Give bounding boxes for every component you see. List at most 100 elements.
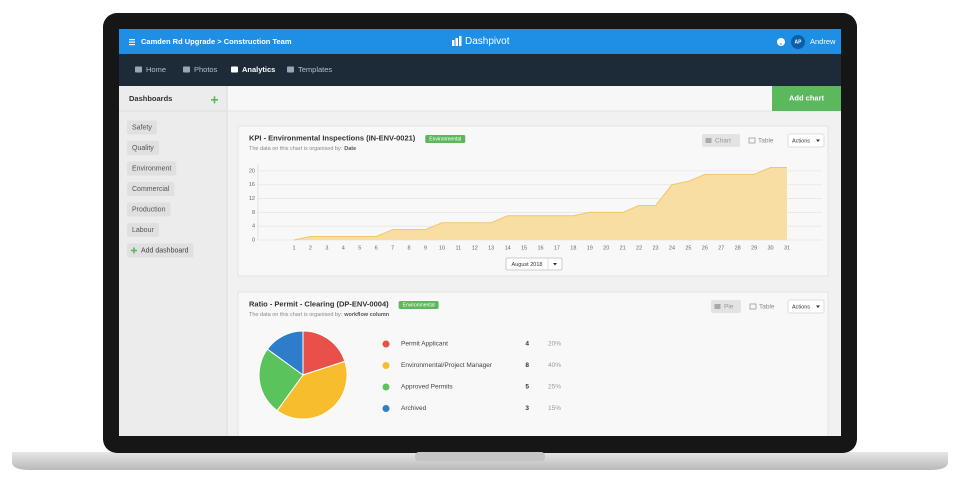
add-chart-label[interactable]: Add chart bbox=[789, 93, 825, 102]
help-icon[interactable] bbox=[777, 38, 785, 46]
x-tick-label: 7 bbox=[391, 245, 394, 251]
user-name[interactable]: Andrew bbox=[810, 37, 836, 46]
x-tick-label: 5 bbox=[358, 245, 361, 251]
dashboard-item[interactable]: Environment bbox=[132, 165, 171, 172]
y-tick-label: 16 bbox=[249, 182, 255, 188]
legend-dot bbox=[382, 362, 390, 369]
x-tick-label: 25 bbox=[685, 245, 691, 251]
x-tick-label: 19 bbox=[587, 245, 593, 251]
legend-label: Permit Applicant bbox=[401, 341, 448, 348]
dashboard-pill[interactable] bbox=[127, 202, 171, 217]
sidebar-title: Dashboards bbox=[129, 94, 172, 103]
legend-count: 5 bbox=[525, 384, 529, 391]
dashboard-pill[interactable] bbox=[127, 141, 159, 155]
period-label[interactable]: August 2018 bbox=[512, 262, 543, 268]
view-option[interactable]: Table bbox=[759, 304, 775, 311]
view-option[interactable]: Table bbox=[758, 138, 774, 145]
dashboard-item[interactable]: Commercial bbox=[132, 186, 170, 193]
x-tick-label: 23 bbox=[652, 245, 658, 251]
brand: Dashpivot bbox=[465, 36, 510, 47]
x-tick-label: 24 bbox=[669, 245, 675, 251]
dashboard-item[interactable]: Quality bbox=[132, 145, 154, 152]
dashboard-item[interactable]: Production bbox=[132, 206, 166, 213]
avatar-initials: AP bbox=[795, 40, 803, 46]
pie-slice bbox=[258, 348, 304, 412]
dashboard-item[interactable]: Labour bbox=[132, 227, 154, 234]
legend-label: Archived bbox=[401, 405, 427, 412]
sidebar bbox=[119, 86, 227, 436]
help-icon-dot bbox=[780, 43, 782, 45]
x-tick-label: 10 bbox=[439, 245, 445, 251]
tag-badge bbox=[398, 301, 439, 309]
x-tick-label: 1 bbox=[292, 245, 295, 251]
x-tick-label: 20 bbox=[603, 245, 609, 251]
actions-label[interactable]: Actions bbox=[792, 304, 810, 310]
legend-label: Approved Permits bbox=[401, 384, 453, 391]
add-dashboard-plus[interactable] bbox=[211, 96, 218, 104]
caret bbox=[816, 305, 820, 308]
y-tick-label: 0 bbox=[252, 237, 255, 243]
view-toggle-active[interactable] bbox=[711, 300, 741, 313]
breadcrumb[interactable]: Camden Rd Upgrade > Construction Team bbox=[141, 37, 292, 46]
logo-icon bbox=[452, 36, 462, 46]
top-bar bbox=[119, 29, 841, 54]
x-tick-label: 28 bbox=[735, 245, 741, 251]
legend-dot bbox=[382, 405, 390, 412]
view-option[interactable]: Pie bbox=[724, 304, 734, 311]
nav-bar bbox=[119, 54, 841, 86]
actions-button[interactable] bbox=[787, 133, 825, 148]
view-option[interactable]: Chart bbox=[715, 138, 731, 145]
screen: Camden Rd Upgrade > Construction Team Das… bbox=[119, 29, 841, 436]
view-toggle-active[interactable] bbox=[702, 134, 740, 147]
legend-count: 3 bbox=[525, 405, 529, 412]
area-line bbox=[293, 167, 787, 241]
legend-percent: 40% bbox=[548, 362, 561, 369]
organised-by: workflow column bbox=[343, 312, 390, 318]
nav-item[interactable]: Templates bbox=[298, 65, 332, 74]
organised-by: Date bbox=[344, 146, 356, 152]
nav-item[interactable]: Home bbox=[146, 65, 166, 74]
x-tick-label: 30 bbox=[768, 245, 774, 251]
caret bbox=[816, 139, 820, 142]
x-tick-label: 3 bbox=[325, 245, 328, 251]
view-icon bbox=[705, 138, 712, 143]
add-chart-button[interactable] bbox=[772, 86, 841, 111]
actions-button[interactable] bbox=[787, 299, 825, 314]
view-icon bbox=[714, 304, 721, 309]
x-tick-label: 26 bbox=[702, 245, 708, 251]
legend-count: 4 bbox=[525, 341, 529, 348]
legend-label: Environmental/Project Manager bbox=[401, 362, 493, 369]
caret bbox=[553, 263, 557, 266]
toolbar bbox=[228, 86, 841, 111]
x-tick-label: 14 bbox=[505, 245, 511, 251]
pie-slice bbox=[302, 330, 346, 376]
add-dashboard[interactable]: Add dashboard bbox=[141, 247, 189, 254]
menu-icon[interactable] bbox=[129, 39, 135, 46]
nav-item[interactable]: Photos bbox=[194, 65, 218, 74]
x-tick-label: 8 bbox=[408, 245, 411, 251]
dashboard-pill[interactable] bbox=[127, 161, 177, 176]
dashboard-pill[interactable] bbox=[127, 182, 175, 196]
nav-icon bbox=[287, 66, 294, 73]
nav-icon bbox=[135, 66, 142, 73]
x-tick-label: 4 bbox=[342, 245, 345, 251]
x-tick-label: 22 bbox=[636, 245, 642, 251]
x-tick-label: 21 bbox=[620, 245, 626, 251]
nav-item[interactable]: Analytics bbox=[242, 65, 275, 74]
x-tick-label: 13 bbox=[488, 245, 494, 251]
x-tick-label: 31 bbox=[784, 245, 790, 251]
dashboard-pill[interactable] bbox=[127, 120, 157, 135]
actions-label[interactable]: Actions bbox=[792, 138, 810, 144]
x-tick-label: 17 bbox=[554, 245, 560, 251]
x-tick-label: 12 bbox=[472, 245, 478, 251]
add-dashboard-pill[interactable] bbox=[127, 243, 194, 258]
avatar[interactable] bbox=[791, 35, 805, 49]
legend-count: 8 bbox=[525, 362, 529, 369]
tag-badge bbox=[425, 135, 466, 143]
laptop-notch bbox=[415, 452, 545, 461]
dashboard-item[interactable]: Safety bbox=[132, 124, 152, 131]
dashboard-pill[interactable] bbox=[127, 223, 159, 237]
y-tick-label: 20 bbox=[249, 168, 255, 174]
